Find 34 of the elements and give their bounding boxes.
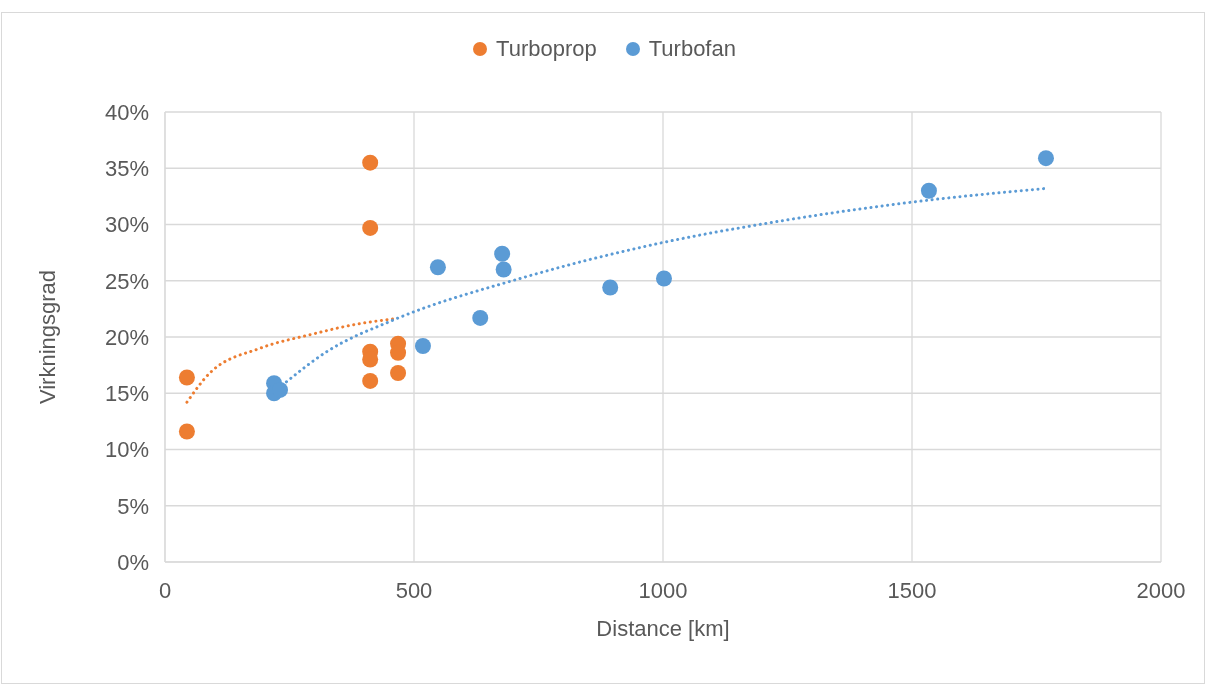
point	[494, 245, 511, 262]
point	[178, 423, 195, 440]
y-tick-label: 20%	[104, 324, 149, 350]
y-tick-label: 15%	[104, 381, 149, 407]
point	[362, 219, 379, 236]
y-tick-label: 5%	[117, 493, 149, 519]
point	[414, 338, 431, 354]
y-tick-label: 10%	[104, 437, 149, 463]
x-tick-label: 1000	[638, 577, 688, 603]
point	[178, 369, 195, 386]
point	[472, 309, 489, 326]
point	[390, 365, 407, 381]
point	[656, 270, 672, 287]
line-series	[185, 317, 395, 404]
point	[362, 154, 379, 171]
x-tick-label: 500	[395, 577, 433, 603]
point	[362, 372, 379, 389]
x-tick-label: 2000	[1136, 577, 1186, 603]
point	[920, 182, 937, 199]
point	[429, 259, 446, 276]
y-tick-label: 35%	[104, 156, 149, 182]
y-tick-label: 30%	[104, 212, 149, 238]
x-tick-label: 1500	[887, 577, 937, 603]
legend-label: Turboprop	[496, 36, 597, 62]
legend-label: Turbofan	[648, 36, 736, 62]
point	[602, 279, 619, 296]
x-tick-label: 0	[158, 577, 172, 603]
y-tick-label: 25%	[104, 268, 149, 294]
y-tick-label: 40%	[104, 99, 149, 125]
point	[1037, 150, 1054, 167]
y-tick-label: 0%	[117, 549, 149, 575]
point	[495, 261, 512, 278]
x-axis-title: Distance [km]	[596, 615, 730, 641]
y-axis-title: Virkningsgrad	[34, 269, 60, 405]
